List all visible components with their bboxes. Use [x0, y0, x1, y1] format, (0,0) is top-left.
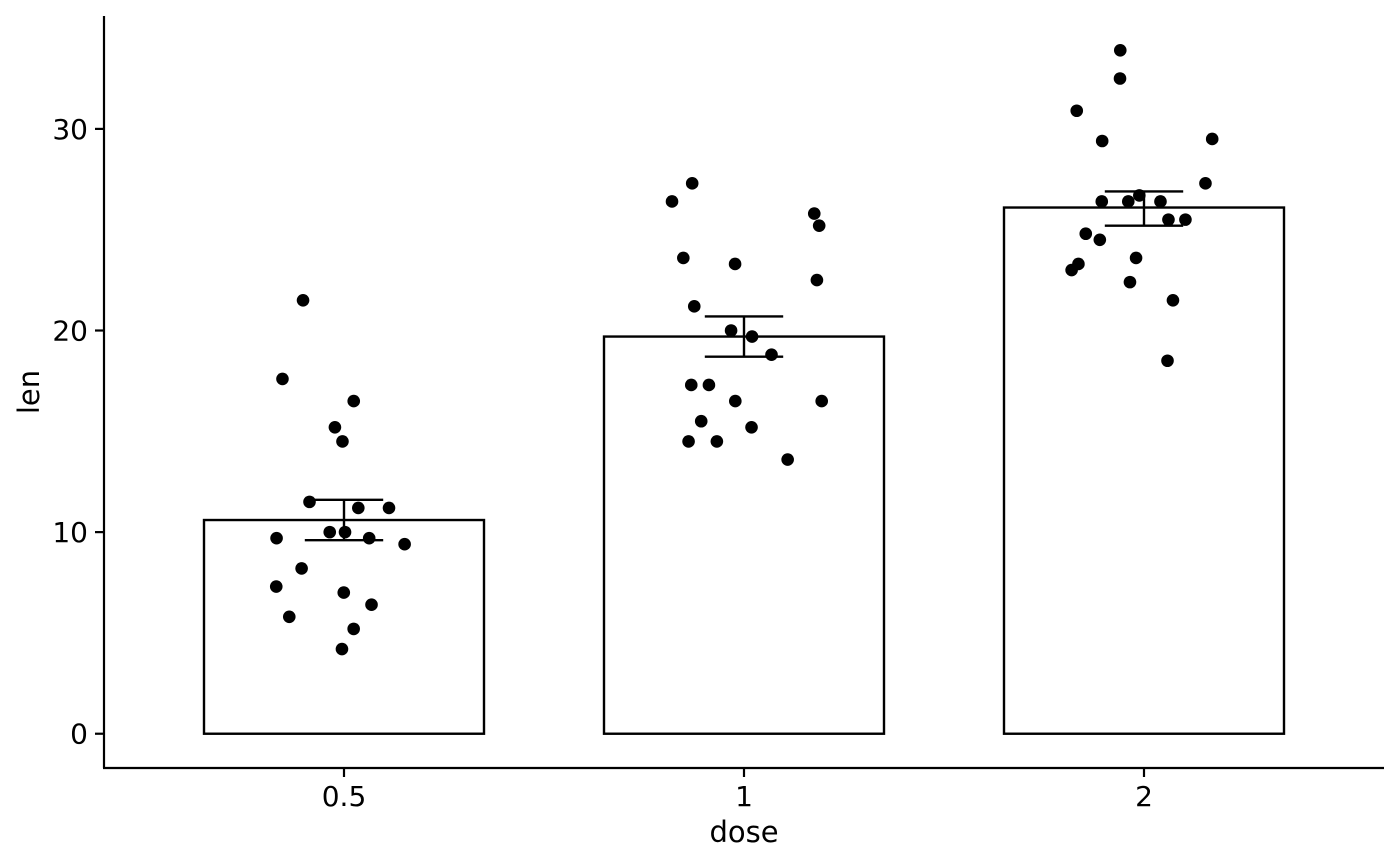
- x-tick-label-0.5: 0.5: [322, 780, 367, 813]
- x-ticks: 0.5 1 2: [322, 768, 1153, 813]
- data-point-2-7: [1095, 195, 1109, 208]
- data-point-0.5-10: [303, 495, 316, 509]
- data-point-2-0: [1113, 43, 1127, 57]
- y-tick-label-30: 30: [52, 113, 88, 146]
- x-axis-title: dose: [709, 815, 778, 849]
- data-point-1-4: [677, 251, 690, 265]
- data-point-0.5-19: [335, 642, 349, 656]
- data-point-0.5-9: [323, 525, 337, 539]
- data-point-1-3: [812, 219, 826, 232]
- data-point-2-18: [1166, 293, 1180, 307]
- data-point-0.5-0: [336, 435, 349, 448]
- x-tick-label-2: 2: [1135, 780, 1153, 813]
- data-point-2-13: [1093, 233, 1107, 247]
- data-point-2-10: [1179, 213, 1192, 226]
- data-point-1-9: [745, 330, 759, 343]
- data-point-1-12: [684, 378, 698, 392]
- data-point-1-6: [810, 273, 824, 287]
- data-point-1-15: [694, 414, 708, 428]
- data-point-2-5: [1199, 177, 1212, 190]
- data-point-2-19: [1161, 354, 1174, 368]
- bar-1: [602, 335, 886, 735]
- data-point-2-3: [1205, 132, 1219, 146]
- data-point-2-8: [1154, 195, 1167, 208]
- data-point-1-10: [765, 348, 778, 362]
- data-point-0.5-6: [270, 531, 283, 545]
- data-point-1-5: [728, 257, 742, 271]
- data-point-2-17: [1123, 275, 1137, 289]
- data-point-0.5-13: [269, 580, 283, 593]
- bar-2: [1002, 206, 1286, 735]
- x-tick-label-1: 1: [735, 780, 753, 813]
- data-point-0.5-11: [382, 501, 396, 515]
- data-point-2-1: [1113, 72, 1127, 85]
- data-point-2-16: [1065, 263, 1078, 277]
- data-point-1-14: [729, 394, 742, 408]
- data-point-2-12: [1079, 227, 1093, 241]
- data-point-0.5-14: [337, 586, 351, 599]
- data-point-0.5-16: [365, 598, 378, 611]
- data-point-0.5-18: [347, 622, 360, 636]
- data-point-2-14: [1129, 251, 1143, 265]
- bar-0.5: [202, 518, 486, 735]
- data-point-0.5-12: [362, 531, 376, 545]
- data-point-0.5-4: [328, 420, 342, 434]
- data-point-0.5-17: [282, 610, 296, 624]
- data-point-1-1: [665, 195, 679, 208]
- data-point-1-8: [724, 324, 738, 337]
- data-point-1-7: [687, 300, 701, 313]
- data-point-1-16: [745, 420, 758, 434]
- data-point-1-2: [807, 207, 821, 220]
- data-point-0.5-1: [347, 394, 361, 408]
- data-point-1-18: [682, 435, 695, 448]
- data-point-0.5-3: [296, 293, 310, 307]
- data-point-1-17: [710, 435, 724, 448]
- y-tick-label-0: 0: [70, 718, 88, 751]
- data-point-0.5-8: [352, 501, 365, 515]
- data-point-2-2: [1070, 104, 1084, 118]
- data-point-1-11: [702, 378, 716, 392]
- data-point-1-19: [781, 453, 794, 466]
- data-point-1-0: [685, 177, 699, 190]
- data-point-2-4: [1095, 134, 1109, 148]
- data-point-0.5-7: [398, 537, 411, 551]
- data-point-1-13: [815, 394, 828, 408]
- y-axis-title: len: [12, 370, 46, 414]
- data-point-2-9: [1121, 195, 1135, 208]
- y-tick-label-10: 10: [52, 516, 88, 549]
- data-point-2-11: [1162, 213, 1175, 226]
- data-point-0.5-15: [295, 562, 308, 575]
- plot-area: [202, 43, 1286, 735]
- y-ticks: 0 10 20 30: [52, 113, 104, 751]
- y-tick-label-20: 20: [52, 315, 88, 348]
- data-point-0.5-2: [276, 372, 289, 386]
